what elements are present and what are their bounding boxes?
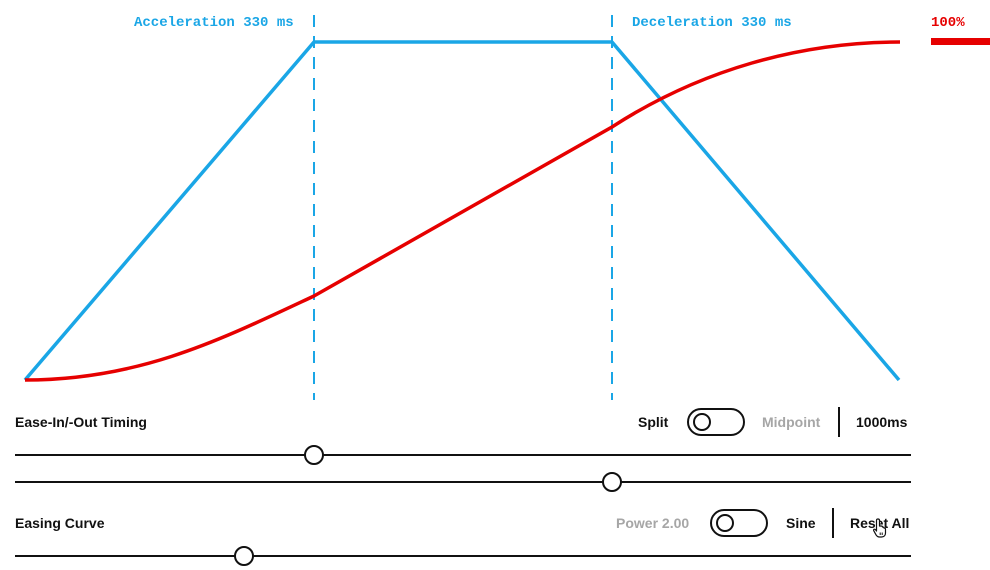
toggle-knob xyxy=(716,514,734,532)
acceleration-slider-track[interactable] xyxy=(15,454,911,456)
split-midpoint-toggle[interactable] xyxy=(687,408,745,436)
deceleration-slider-track[interactable] xyxy=(15,481,911,483)
timing-divider xyxy=(838,407,840,437)
position-curve xyxy=(24,40,901,382)
deceleration-label: Deceleration 330 ms xyxy=(632,15,792,31)
sine-label[interactable]: Sine xyxy=(786,515,816,531)
easing-slider-track[interactable] xyxy=(15,555,911,557)
duration-label: 1000ms xyxy=(856,414,908,430)
toggle-knob xyxy=(693,413,711,431)
easing-slider-thumb[interactable] xyxy=(234,546,254,566)
timing-graph xyxy=(23,15,990,400)
midpoint-label[interactable]: Midpoint xyxy=(762,414,821,430)
power-label[interactable]: Power 2.00 xyxy=(616,515,690,531)
deceleration-slider-thumb[interactable] xyxy=(602,472,622,492)
progress-label: 100% xyxy=(931,15,965,31)
velocity-curve xyxy=(23,40,901,382)
easing-section-title: Easing Curve xyxy=(15,515,105,531)
easing-divider xyxy=(832,508,834,538)
power-sine-toggle[interactable] xyxy=(710,509,768,537)
split-label[interactable]: Split xyxy=(638,414,669,430)
acceleration-slider-thumb[interactable] xyxy=(304,445,324,465)
hand-pointer-icon xyxy=(872,518,887,538)
progress-bar xyxy=(931,38,990,45)
timing-section-title: Ease-In/-Out Timing xyxy=(15,414,147,430)
acceleration-label: Acceleration 330 ms xyxy=(134,15,294,31)
